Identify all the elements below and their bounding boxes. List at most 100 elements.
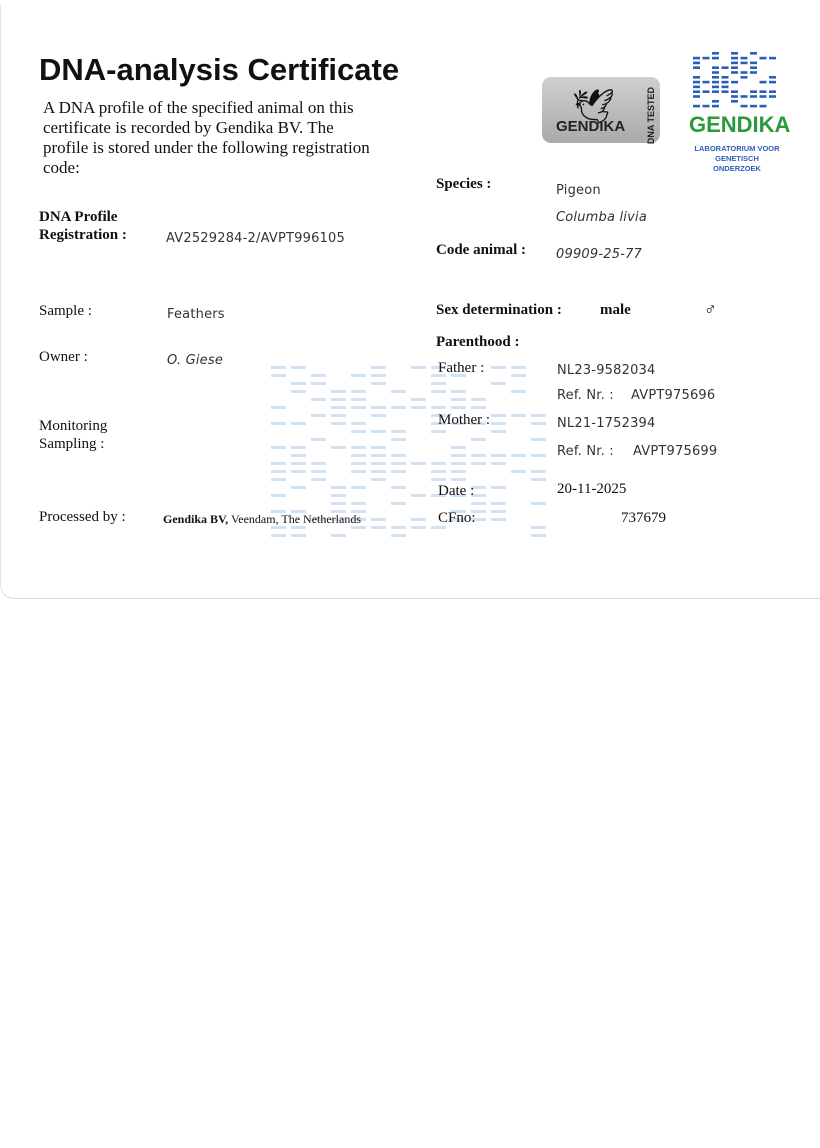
species-latin: Columba livia xyxy=(556,210,647,225)
watermark-dash xyxy=(351,446,366,449)
watermark-dash xyxy=(721,90,729,93)
watermark-dash xyxy=(731,100,738,103)
watermark-dash xyxy=(391,390,406,393)
watermark-dash xyxy=(769,90,776,93)
watermark-dash xyxy=(391,470,406,473)
watermark-dash xyxy=(471,454,486,457)
watermark-dash xyxy=(702,90,710,93)
watermark-dash xyxy=(311,470,326,473)
watermark-dash xyxy=(271,494,286,497)
gendika-logo-icon xyxy=(693,52,776,108)
watermark-dash xyxy=(271,478,286,481)
code-value: 09909-25-77 xyxy=(556,247,643,262)
watermark-dash xyxy=(291,486,306,489)
watermark-dash xyxy=(351,406,366,409)
sample-value: Feathers xyxy=(167,307,225,322)
watermark-dash xyxy=(411,494,426,497)
watermark-dash xyxy=(331,534,346,537)
father-ref-label: Ref. Nr. : xyxy=(557,388,614,403)
watermark-dash xyxy=(291,366,306,369)
sample-label: Sample : xyxy=(39,303,92,319)
watermark-dash xyxy=(351,430,366,433)
watermark-dash xyxy=(311,382,326,385)
watermark-dash xyxy=(491,486,506,489)
watermark-dash xyxy=(271,366,286,369)
watermark-dash xyxy=(712,90,719,93)
watermark-dash xyxy=(391,526,406,529)
species-label: Species : xyxy=(436,176,492,192)
sex-value: male xyxy=(600,302,631,318)
watermark-dash xyxy=(769,76,776,79)
watermark-dash xyxy=(750,66,757,69)
certificate: DNA-analysis Certificate A DNA profile o… xyxy=(0,4,820,599)
watermark-dash xyxy=(693,76,700,79)
watermark-dash xyxy=(712,85,719,89)
watermark-dash xyxy=(693,61,700,65)
watermark-dash xyxy=(451,398,466,401)
watermark-dash xyxy=(431,390,446,393)
watermark-dash xyxy=(411,526,426,529)
watermark-dash xyxy=(371,366,386,369)
bird-silhouette-icon: 🕊 xyxy=(572,89,616,126)
watermark-dash xyxy=(750,71,757,74)
watermark-dash xyxy=(351,470,366,473)
watermark-dash xyxy=(750,61,757,65)
cfno-label: CFno: xyxy=(438,510,476,526)
watermark-dash xyxy=(693,80,700,84)
watermark-dash xyxy=(471,398,486,401)
watermark-dash xyxy=(471,438,486,441)
watermark-dash xyxy=(531,414,546,417)
watermark-dash xyxy=(740,61,748,65)
watermark-dash xyxy=(531,454,546,457)
mother-ref-value: AVPT975699 xyxy=(633,444,718,459)
processed-place: Veendam, The Netherlands xyxy=(230,512,362,526)
watermark-dash xyxy=(721,76,729,79)
watermark-dash xyxy=(331,486,346,489)
watermark-dash xyxy=(371,382,386,385)
mother-label: Mother : xyxy=(438,412,491,428)
watermark-dash xyxy=(391,438,406,441)
watermark-dash xyxy=(451,406,466,409)
watermark-dash xyxy=(391,430,406,433)
watermark-dash xyxy=(491,502,506,505)
sampling-label: Sampling : xyxy=(39,436,105,452)
watermark-dash xyxy=(331,398,346,401)
watermark-dash xyxy=(351,454,366,457)
watermark-dash xyxy=(693,104,700,108)
watermark-dash xyxy=(740,71,748,74)
watermark-dash xyxy=(759,104,767,108)
watermark-dash xyxy=(451,462,466,465)
watermark-dash xyxy=(491,382,506,385)
watermark-dash xyxy=(511,454,526,457)
watermark-dash xyxy=(451,470,466,473)
watermark-dash xyxy=(371,414,386,417)
seal-brand: GENDIKA xyxy=(556,118,626,135)
watermark-dash xyxy=(271,422,286,425)
watermark-dash xyxy=(731,61,738,65)
watermark-dash xyxy=(769,95,776,98)
watermark-dash xyxy=(331,494,346,497)
watermark-dash xyxy=(331,406,346,409)
watermark-dash xyxy=(702,80,710,84)
watermark-dash xyxy=(351,374,366,377)
processed-label: Processed by : xyxy=(39,509,126,525)
processed-value: Gendika BV, Veendam, The Netherlands xyxy=(163,512,361,527)
watermark-dash xyxy=(531,438,546,441)
watermark-dash xyxy=(471,462,486,465)
watermark-dash xyxy=(291,534,306,537)
intro-text: A DNA profile of the specified animal on… xyxy=(43,98,370,177)
seal-text: DNA TESTED xyxy=(646,87,656,145)
code-label: Code animal : xyxy=(436,242,526,258)
watermark-dash xyxy=(491,462,506,465)
watermark-dash xyxy=(471,502,486,505)
watermark-dash xyxy=(451,454,466,457)
watermark-dash xyxy=(431,382,446,385)
mother-value: NL21-1752394 xyxy=(557,416,656,431)
watermark-dash xyxy=(391,462,406,465)
watermark-dash xyxy=(391,502,406,505)
watermark-dash xyxy=(769,80,776,84)
watermark-dash xyxy=(721,66,729,69)
watermark-dash xyxy=(271,534,286,537)
watermark-dash xyxy=(371,446,386,449)
watermark-dash xyxy=(431,430,446,433)
